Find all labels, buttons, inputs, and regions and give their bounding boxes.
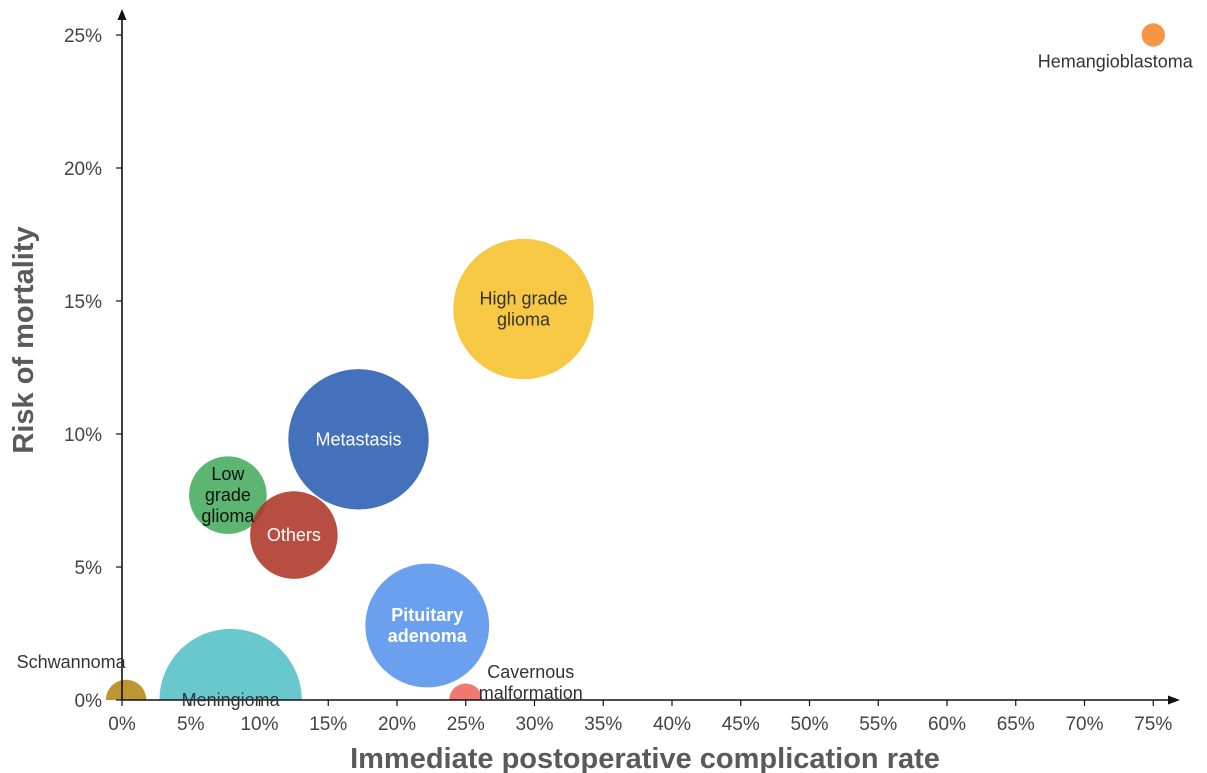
bubble-label-cavernous-malformation: Cavernous malformation (479, 662, 583, 703)
bubble-group (105, 23, 1165, 771)
bubble-label-high-grade-glioma: High grade glioma (479, 288, 567, 329)
y-axis-arrow (117, 9, 127, 20)
y-tick-label: 15% (64, 292, 102, 313)
bubble-low-grade-glioma[interactable] (189, 456, 267, 534)
x-tick-label: 60% (928, 714, 966, 735)
bubble-label-schwannoma: Schwannoma (17, 652, 127, 672)
bubble-pituitary-adenoma[interactable] (365, 563, 490, 688)
bubble-schwannoma[interactable] (105, 679, 147, 721)
bubble-label-meningioma: Meningioma (182, 690, 281, 710)
x-tick-label: 35% (584, 714, 622, 735)
y-tick-label: 25% (64, 26, 102, 47)
ticks-layer: 0% 5% 10% 15% 20% 25% 30% 35% 40% 45% 50% 55% 60% 65%… (64, 26, 1172, 735)
y-tick-label: 5% (75, 558, 103, 579)
x-tick-label: 65% (997, 714, 1035, 735)
y-tick-label: 0% (75, 691, 103, 712)
x-tick-label: 70% (1065, 714, 1103, 735)
bubble-labels-layer: Hemangioblastoma High grade glioma Metastas… (17, 52, 1194, 710)
x-tick-label: 10% (240, 714, 278, 735)
bubble-others[interactable] (250, 491, 338, 579)
x-tick-label: 0% (108, 714, 136, 735)
x-tick-label: 55% (859, 714, 897, 735)
x-tick-label: 25% (447, 714, 485, 735)
x-tick-label: 45% (722, 714, 760, 735)
bubble-label-others: Others (267, 525, 321, 545)
y-axis-title: Risk of mortality (8, 226, 40, 453)
x-tick-label: 50% (790, 714, 828, 735)
x-tick-label: 15% (309, 714, 347, 735)
bubble-label-low-grade-glioma: Low grade glioma (201, 464, 255, 526)
bubble-metastasis[interactable] (288, 369, 429, 510)
x-axis-title: Immediate postoperative complication rat… (350, 743, 940, 773)
x-tick-label: 30% (515, 714, 553, 735)
x-tick-label: 40% (653, 714, 691, 735)
bubble-high-grade-glioma[interactable] (453, 238, 594, 380)
bubble-cavernous-malformation[interactable] (449, 683, 483, 716)
y-tick-label: 10% (64, 425, 102, 446)
axes-layer (117, 9, 1180, 705)
y-tick-label: 20% (64, 159, 102, 180)
bubble-hemangioblastoma[interactable] (1141, 23, 1165, 47)
x-tick-label: 20% (378, 714, 416, 735)
bubble-meningioma[interactable] (159, 628, 302, 771)
x-axis-arrow (1168, 695, 1180, 705)
bubble-label-metastasis: Metastasis (315, 429, 401, 449)
x-tick-label: 75% (1134, 714, 1172, 735)
bubble-label-hemangioblastoma: Hemangioblastoma (1038, 52, 1194, 72)
bubbles-layer (105, 23, 1165, 771)
x-tick-label: 5% (177, 714, 205, 735)
bubble-label-pituitary-adenoma: Pituitary adenoma (388, 605, 468, 646)
